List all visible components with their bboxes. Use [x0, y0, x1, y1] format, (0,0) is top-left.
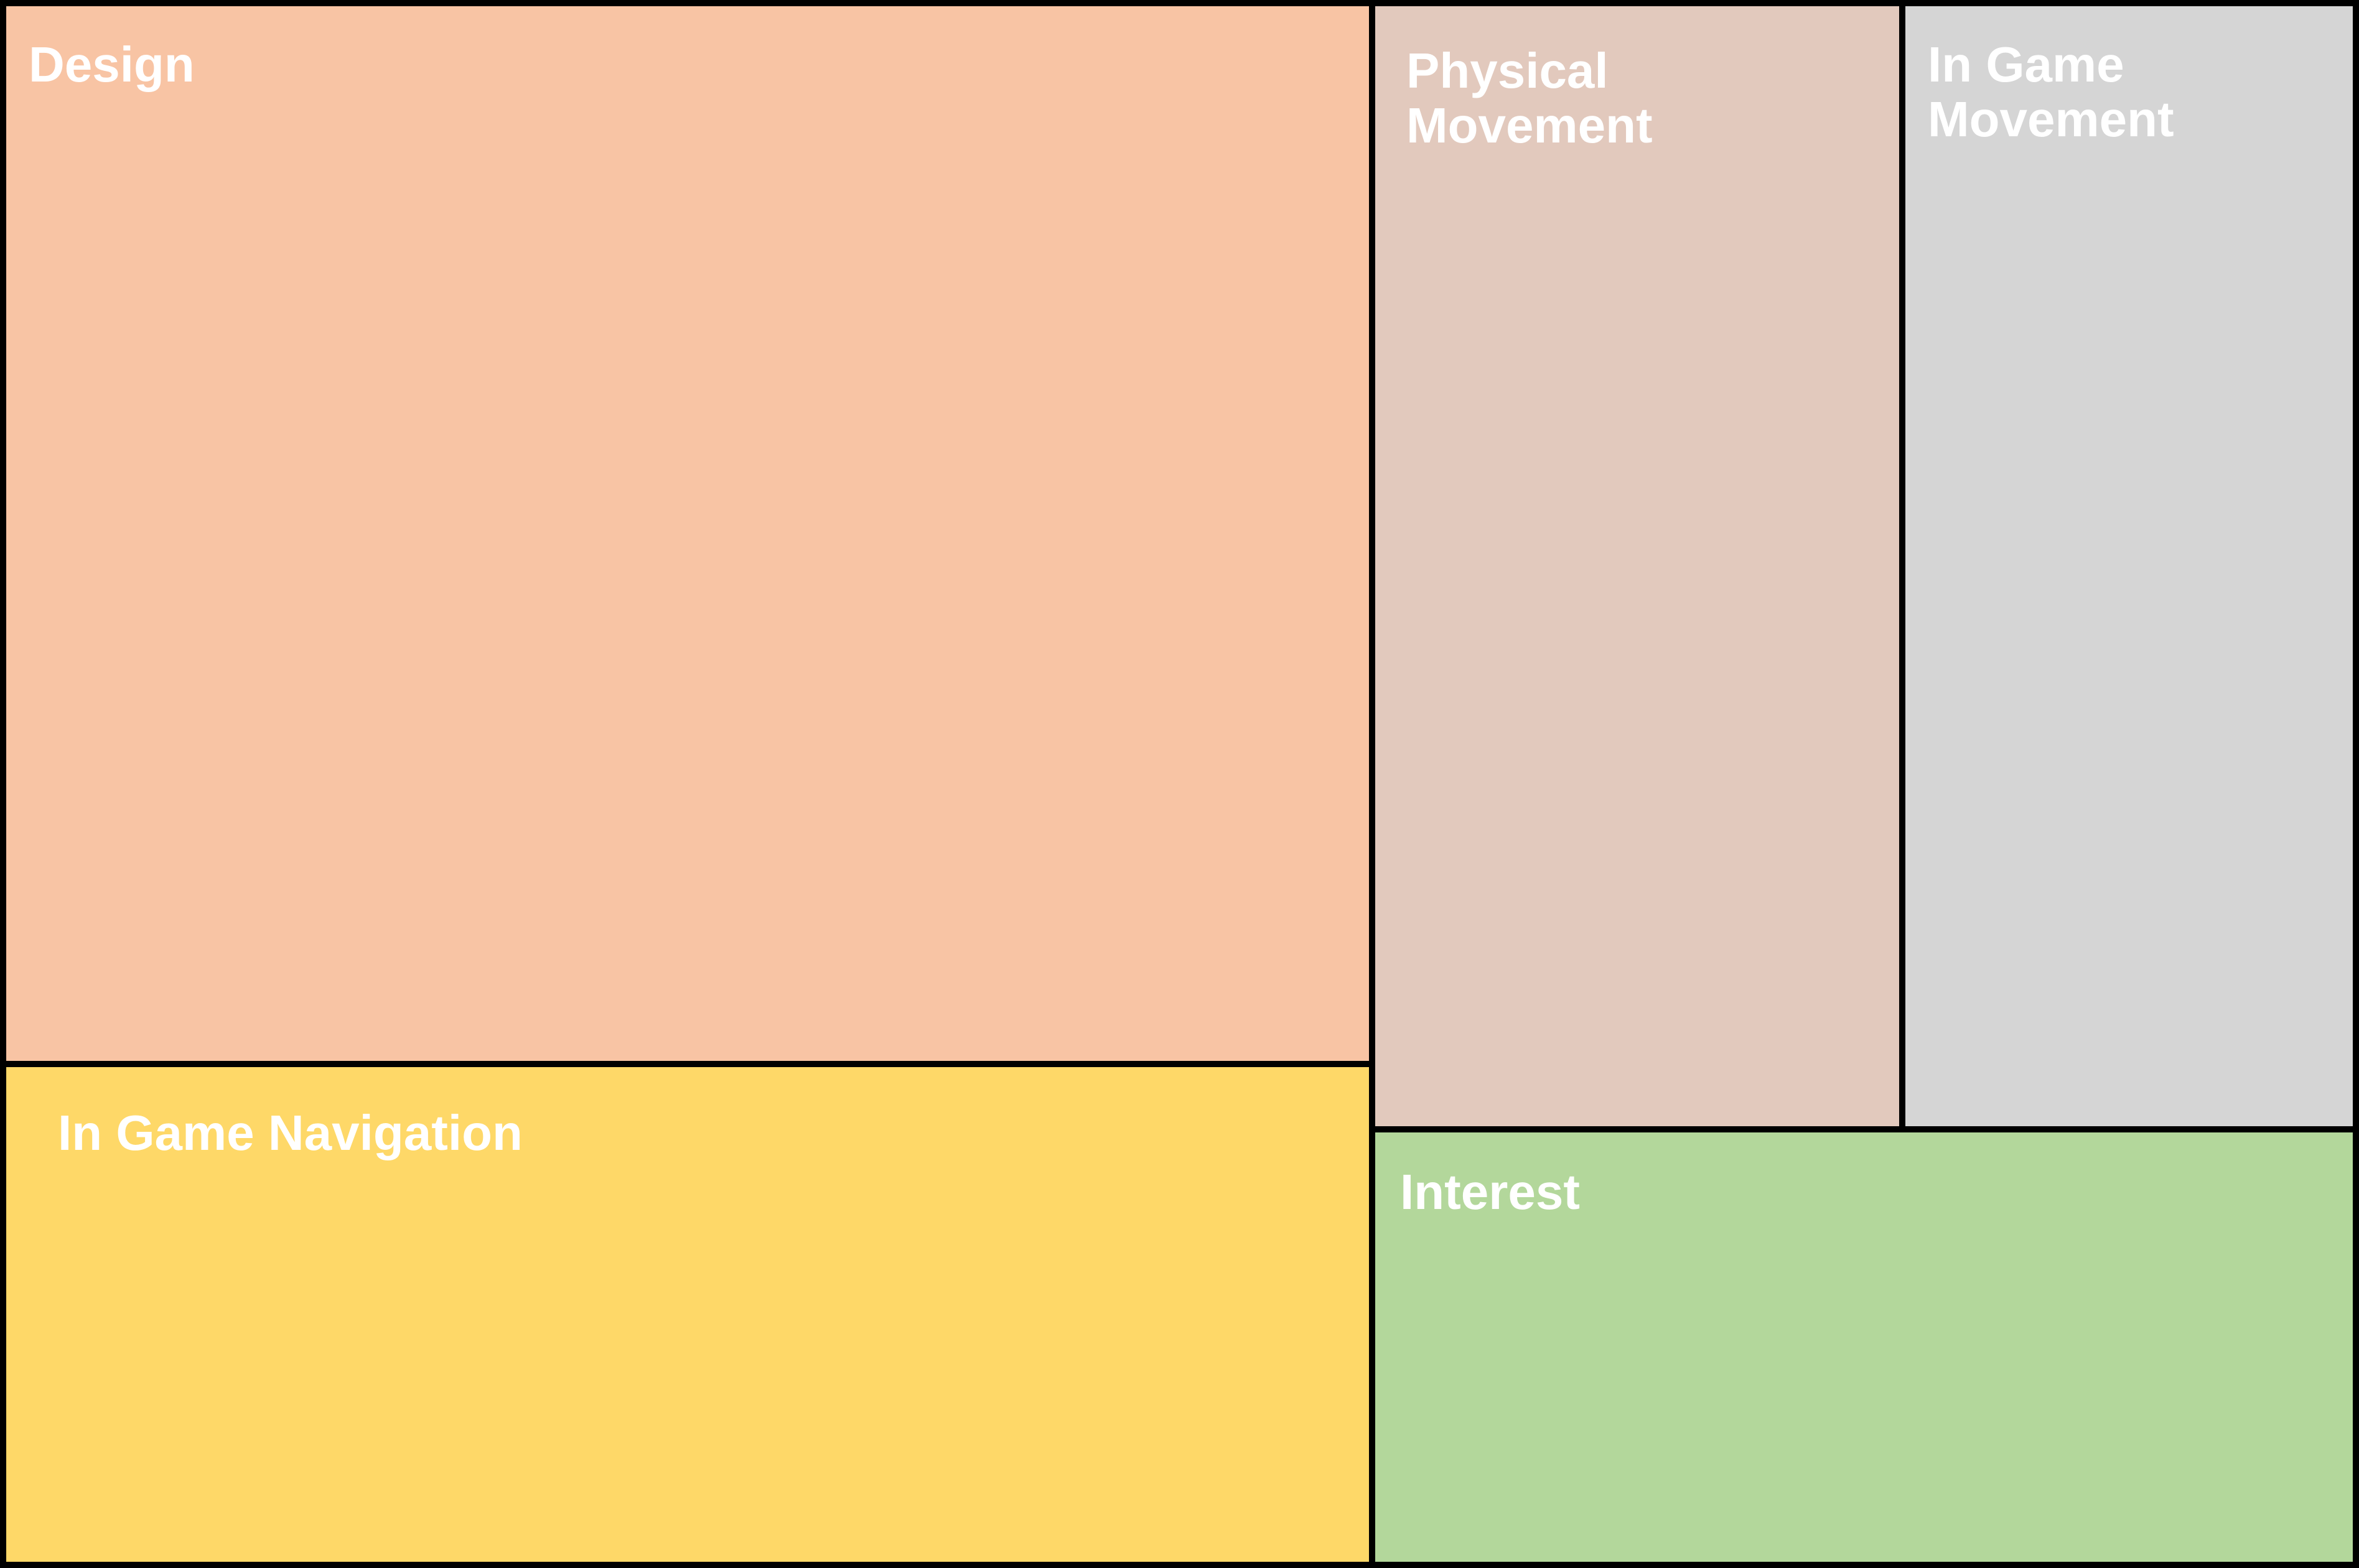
cell-label-in-game-navigation: In Game Navigation [58, 1105, 523, 1160]
cell-label-in-game-movement: In Game Movement [1928, 37, 2174, 147]
cell-label-physical-movement: Physical Movement [1406, 43, 1653, 153]
treemap-cell-physical-movement: Physical Movement [1375, 6, 1899, 1126]
treemap-cell-in-game-movement: In Game Movement [1905, 6, 2353, 1126]
treemap-cell-design: Design [6, 6, 1369, 1061]
treemap-cell-interest: Interest [1375, 1132, 2353, 1562]
treemap-cell-in-game-navigation: In Game Navigation [6, 1067, 1369, 1562]
cell-label-interest: Interest [1400, 1164, 1580, 1220]
cell-label-design: Design [29, 37, 195, 92]
